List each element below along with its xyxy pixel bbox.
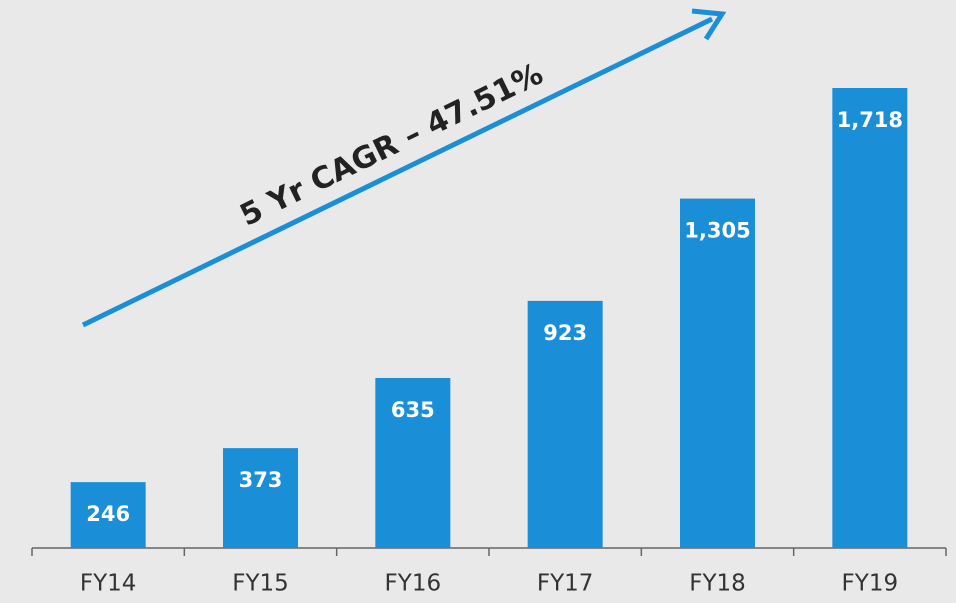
x-tick-label: FY16: [385, 571, 442, 597]
bar: [680, 198, 755, 548]
value-label: 635: [391, 398, 435, 422]
bar: [70, 482, 146, 548]
value-label: 923: [543, 321, 587, 345]
trend-arrow: [81, 16, 714, 328]
bar: [223, 448, 298, 548]
value-label: 1,305: [684, 219, 750, 243]
x-tick-label: FY14: [80, 571, 137, 597]
x-tick-label: FY18: [689, 571, 746, 597]
x-tick-label: FY17: [537, 571, 594, 597]
x-tick-label: FY15: [232, 571, 289, 597]
bar: [375, 377, 451, 548]
bar: [832, 88, 908, 548]
x-tick-label: FY19: [842, 571, 899, 597]
arrow-head: [691, 8, 727, 41]
value-label: 246: [86, 502, 130, 526]
value-label: 373: [239, 468, 283, 492]
bar: [527, 300, 603, 548]
value-label: 1,718: [837, 108, 903, 132]
